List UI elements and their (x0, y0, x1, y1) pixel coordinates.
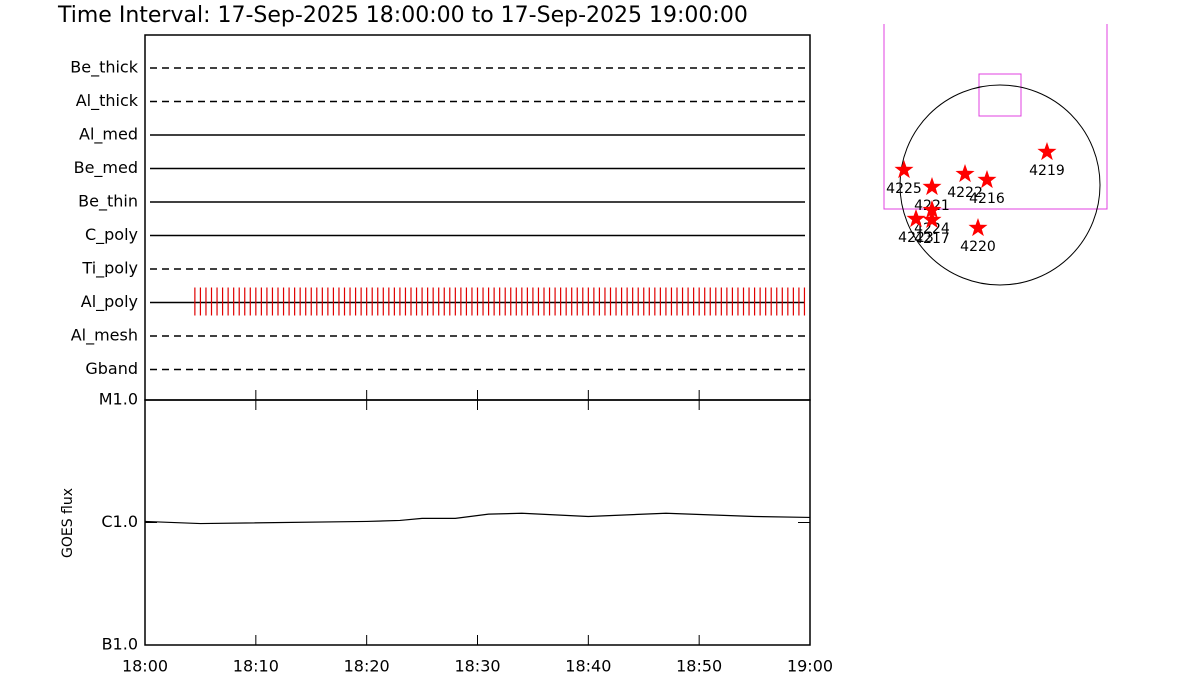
row-label: Al_med (79, 125, 138, 145)
y-tick-label: M1.0 (99, 390, 138, 409)
x-tick-label: 18:00 (122, 657, 168, 676)
region-star (955, 164, 975, 183)
x-tick-label: 18:40 (565, 657, 611, 676)
row-label: Al_poly (81, 292, 138, 312)
region-star (894, 160, 914, 179)
region-label: 4222 (947, 185, 983, 201)
region-label: 4225 (886, 181, 922, 197)
region-label: 4216 (969, 191, 1005, 207)
row-label: Al_mesh (71, 326, 138, 346)
row-label: Be_thick (70, 58, 138, 78)
goes-line (144, 512, 811, 525)
y-tick-label: C1.0 (101, 512, 138, 531)
filter-panel-frame (144, 34, 811, 401)
region-star (977, 170, 997, 189)
row-label: C_poly (85, 225, 138, 245)
y-axis-label: GOES flux (60, 488, 76, 558)
region-star (922, 210, 942, 228)
row-label: Al_thick (76, 91, 139, 111)
region-label: 4223 (898, 230, 934, 246)
row-label: Be_med (74, 158, 138, 178)
region-label: 4217 (914, 231, 950, 247)
x-tick-label: 18:10 (233, 657, 279, 676)
row-label: Ti_poly (81, 259, 138, 279)
region-star (906, 209, 926, 228)
chart-title: Time Interval: 17-Sep-2025 18:00:00 to 1… (57, 3, 748, 28)
row-label: Gband (85, 359, 138, 378)
region-star (1037, 142, 1057, 161)
region-star (922, 200, 942, 219)
row-label: Be_thin (78, 192, 138, 212)
pointing-box (978, 73, 1022, 117)
x-tick-label: 18:50 (676, 657, 722, 676)
region-label: 4220 (960, 239, 996, 255)
y-tick-label: B1.0 (102, 635, 138, 654)
region-star (922, 177, 942, 196)
x-tick-label: 19:00 (787, 657, 833, 676)
region-star (968, 218, 988, 237)
fov-box (883, 24, 1108, 210)
region-label: 4219 (1029, 163, 1065, 179)
x-tick-label: 18:20 (344, 657, 390, 676)
region-label: 4224 (914, 221, 950, 237)
x-tick-label: 18:30 (454, 657, 500, 676)
solar-disk (899, 84, 1101, 286)
